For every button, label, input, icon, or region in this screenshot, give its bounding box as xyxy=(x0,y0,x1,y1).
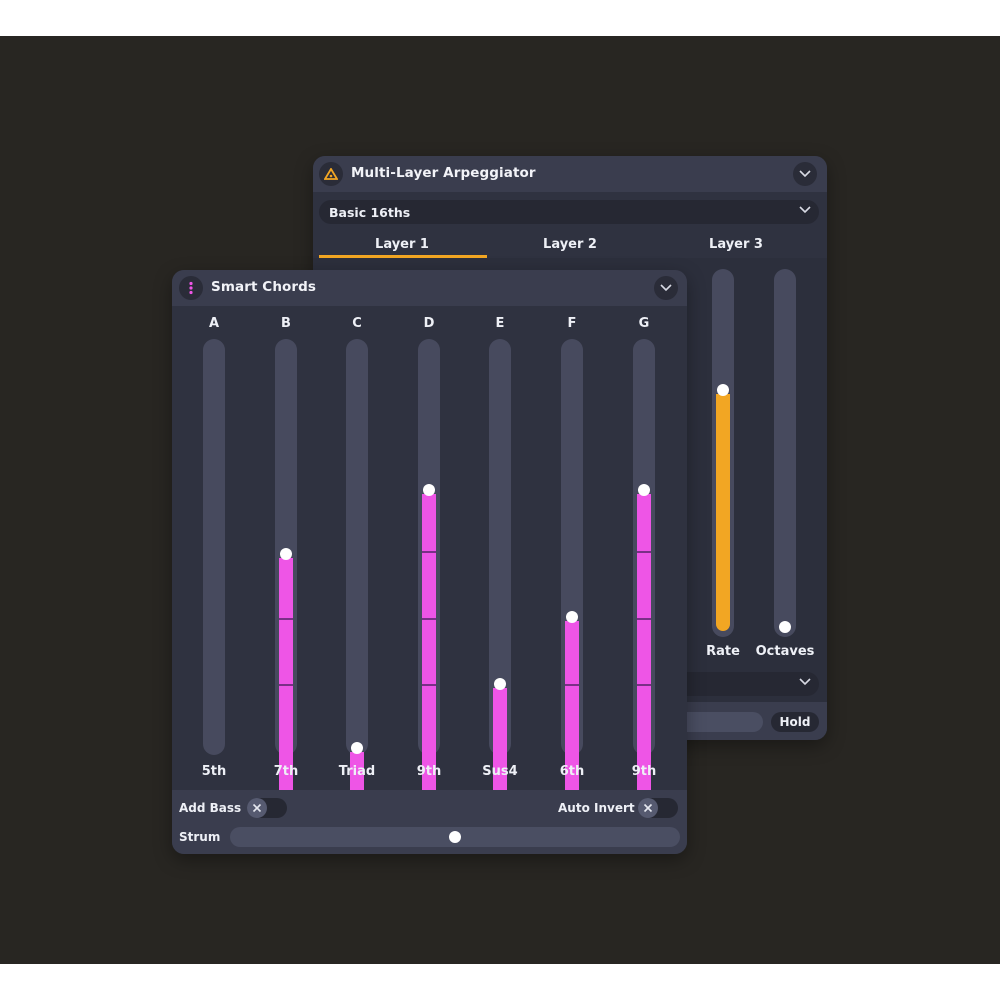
tab-layer-3[interactable]: Layer 3 xyxy=(709,237,763,252)
strum-slider-knob[interactable] xyxy=(449,831,461,843)
chord-slider-fill xyxy=(422,494,436,813)
octaves-label: Octaves xyxy=(755,644,815,659)
rate-slider[interactable] xyxy=(712,269,734,637)
smart-chords-header: Smart Chords xyxy=(172,270,687,306)
tab-layer-2[interactable]: Layer 2 xyxy=(543,237,597,252)
chord-slider-fill xyxy=(565,620,579,813)
chord-column-letter: A xyxy=(208,316,220,331)
chord-slider[interactable] xyxy=(418,339,440,813)
hold-label: Hold xyxy=(779,715,811,729)
close-icon xyxy=(247,798,267,818)
chord-slider[interactable] xyxy=(489,339,511,813)
chord-slider-knob[interactable] xyxy=(351,741,363,754)
chevron-down-icon xyxy=(799,678,811,686)
chord-slider[interactable] xyxy=(561,339,583,813)
smart-chords-collapse-button[interactable] xyxy=(654,276,678,300)
smart-chords-panel: Smart Chords A 5th B 7th C Triad D 9th E Sus4 F 6th… xyxy=(172,270,687,854)
chord-column-letter: B xyxy=(281,316,291,331)
auto-invert-label: Auto Invert xyxy=(558,801,635,815)
chord-type-label: 7th xyxy=(273,764,299,779)
chord-column-letter: D xyxy=(423,316,435,331)
close-icon xyxy=(638,798,658,818)
strum-label: Strum xyxy=(179,830,221,844)
chevron-down-icon xyxy=(799,206,811,214)
chord-slider-knob[interactable] xyxy=(280,547,292,560)
chord-column-letter: G xyxy=(638,316,650,331)
add-bass-toggle[interactable] xyxy=(247,798,287,818)
arpeggiator-header: Multi-Layer Arpeggiator xyxy=(313,156,827,192)
smart-chords-footer: Add Bass Auto Invert Strum xyxy=(172,790,687,854)
chord-column-letter: C xyxy=(352,316,362,331)
hold-button[interactable]: Hold xyxy=(771,712,819,732)
chevron-down-icon xyxy=(799,170,811,178)
smart-chords-title: Smart Chords xyxy=(211,279,317,295)
slider-step-divider xyxy=(422,551,436,553)
chord-stack-icon xyxy=(179,276,203,300)
arpeggiator-icon xyxy=(319,162,343,186)
strum-slider[interactable] xyxy=(230,827,680,847)
chord-slider-knob[interactable] xyxy=(494,678,506,691)
chord-slider[interactable] xyxy=(346,339,368,813)
arpeggiator-collapse-button[interactable] xyxy=(793,162,817,186)
rate-slider-knob[interactable] xyxy=(717,384,729,397)
chord-type-label: Triad xyxy=(338,764,376,779)
chord-slider[interactable] xyxy=(633,339,655,813)
slider-step-divider xyxy=(279,618,293,620)
chord-slider-knob[interactable] xyxy=(423,484,435,497)
slider-step-divider xyxy=(637,684,651,686)
rate-slider-fill xyxy=(716,394,730,631)
chord-type-label: 9th xyxy=(631,764,657,779)
octaves-slider[interactable] xyxy=(774,269,796,637)
slider-step-divider xyxy=(637,551,651,553)
preset-dropdown[interactable]: Basic 16ths xyxy=(319,200,819,224)
slider-step-divider xyxy=(279,684,293,686)
slider-step-divider xyxy=(565,684,579,686)
chord-slider[interactable] xyxy=(275,339,297,813)
auto-invert-toggle[interactable] xyxy=(638,798,678,818)
active-tab-indicator xyxy=(319,255,487,258)
chord-type-label: 9th xyxy=(416,764,442,779)
slider-step-divider xyxy=(422,684,436,686)
slider-step-divider xyxy=(422,618,436,620)
preset-value: Basic 16ths xyxy=(329,205,411,220)
rate-label: Rate xyxy=(706,644,740,659)
chord-type-label: 6th xyxy=(559,764,585,779)
chord-column-letter: E xyxy=(495,316,505,331)
octaves-slider-knob[interactable] xyxy=(779,621,791,633)
chord-slider[interactable] xyxy=(203,339,225,817)
add-bass-label: Add Bass xyxy=(179,801,242,815)
chord-type-label: Sus4 xyxy=(482,764,518,779)
arpeggiator-title: Multi-Layer Arpeggiator xyxy=(351,165,536,181)
chord-type-label: 5th xyxy=(201,764,227,779)
chord-slider-fill xyxy=(493,688,507,813)
chord-slider-knob[interactable] xyxy=(566,610,578,623)
chord-slider-knob[interactable] xyxy=(638,484,650,497)
chord-slider-fill xyxy=(637,494,651,813)
chord-column-letter: F xyxy=(567,316,577,331)
slider-step-divider xyxy=(637,618,651,620)
chevron-down-icon xyxy=(660,284,672,292)
tab-layer-1[interactable]: Layer 1 xyxy=(375,237,429,252)
